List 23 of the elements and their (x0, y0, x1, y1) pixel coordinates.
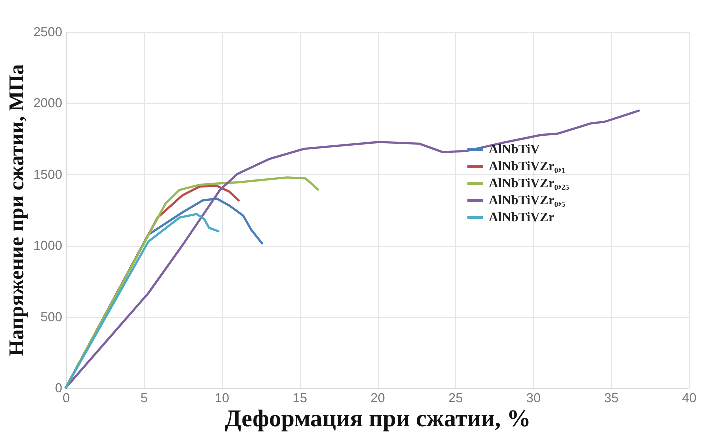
y-axis-title: Напряжение при сжатии, МПа (4, 64, 29, 357)
x-tick-label: 40 (682, 390, 697, 406)
line-series (64, 213, 220, 390)
y-tick-label: 2000 (34, 96, 62, 111)
x-tick-label: 30 (526, 390, 541, 406)
y-tick-label: 500 (40, 309, 62, 324)
x-tick-label: 20 (370, 390, 386, 406)
x-tick-label: 5 (140, 390, 148, 406)
x-tick-label: 15 (292, 390, 308, 406)
legend-label: AlNbTiVZr₀,₅ (489, 192, 566, 208)
legend-label: AlNbTiVZr₀,₁ (489, 158, 566, 174)
x-tick-label: 10 (215, 390, 230, 406)
legend-label: AlNbTiV (489, 142, 541, 156)
x-tick-label: 25 (448, 390, 464, 406)
x-axis-title: Деформация при сжатии, % (224, 406, 532, 432)
y-tick-label: 2500 (34, 24, 62, 40)
y-tick-label: 1500 (34, 166, 62, 182)
legend-label: AlNbTiVZr (489, 210, 555, 224)
y-tick-label: 1000 (34, 238, 62, 254)
y-tick-label: 0 (55, 380, 62, 396)
legend-label: AlNbTiVZr₀,₂₅ (489, 176, 570, 190)
x-tick-label: 35 (604, 390, 619, 406)
line-series (64, 110, 640, 390)
